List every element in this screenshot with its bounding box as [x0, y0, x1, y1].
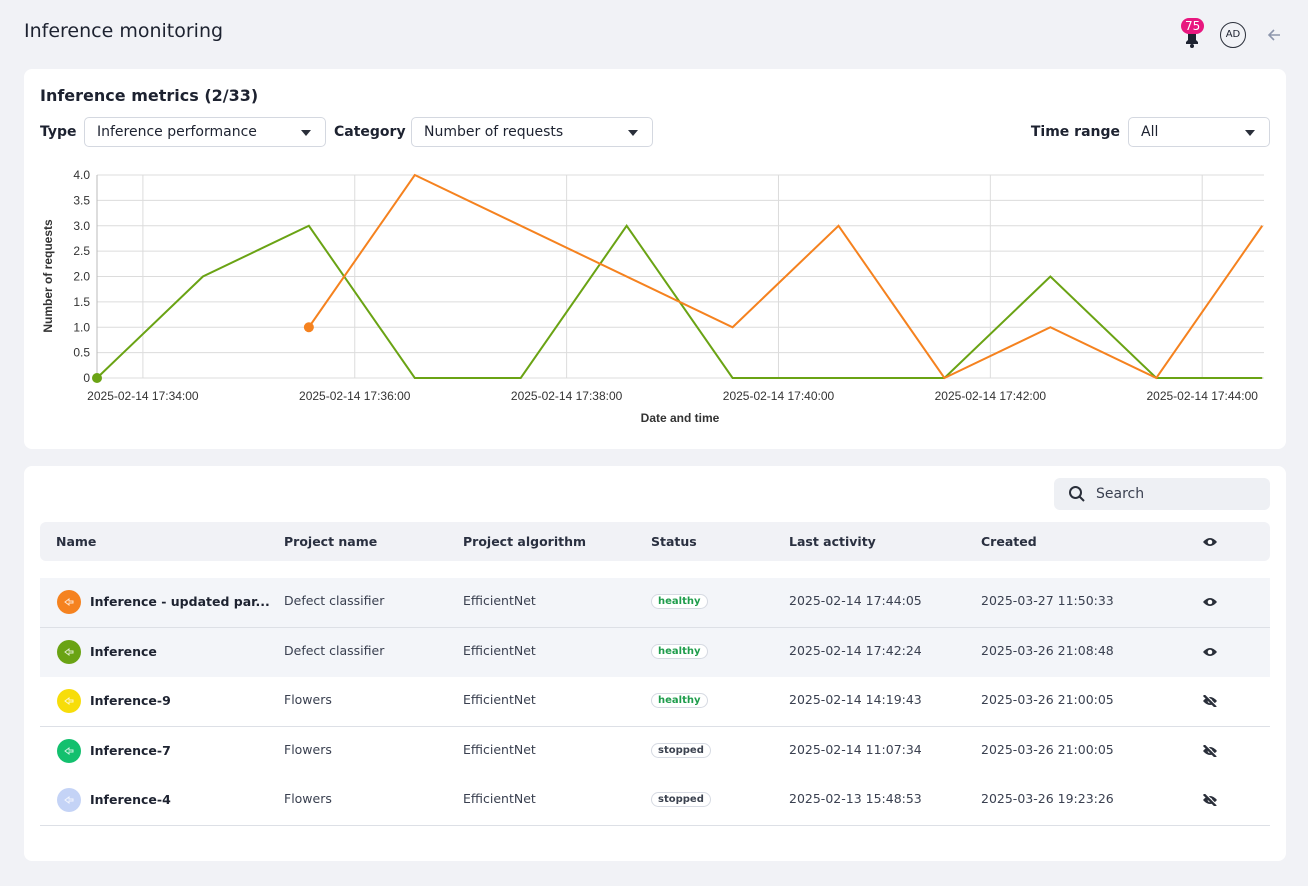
row-last-activity: 2025-02-14 17:42:24 — [789, 642, 922, 658]
line-series — [308, 173, 1264, 380]
y-tick-label: 0 — [83, 371, 90, 385]
x-tick-label: 2025-02-14 17:40:00 — [723, 389, 835, 403]
row-avatar — [57, 639, 81, 664]
y-axis-title: Number of requests — [41, 219, 55, 333]
visibility-toggle[interactable] — [1202, 794, 1218, 807]
column-header[interactable]: Project algorithm — [463, 534, 587, 549]
row-created: 2025-03-27 11:50:33 — [981, 593, 1114, 608]
y-tick-label: 3.0 — [73, 219, 90, 233]
row-project: Defect classifier — [284, 593, 385, 608]
status-pill: healthy — [651, 594, 708, 609]
notification-badge: 75 — [1181, 18, 1205, 34]
row-last-activity: 2025-02-14 17:44:05 — [789, 593, 922, 608]
visibility-toggle[interactable] — [1202, 646, 1218, 658]
category-select[interactable]: Number of requests — [411, 117, 653, 147]
search-box[interactable]: Search — [1054, 478, 1270, 510]
line-marker — [303, 322, 314, 333]
eye-pupil — [1207, 539, 1213, 545]
row-algorithm: EfficientNet — [463, 741, 536, 757]
y-tick-label: 4.0 — [73, 168, 90, 182]
row-avatar — [57, 738, 81, 763]
x-tick-label: 2025-02-14 17:34:00 — [87, 389, 199, 403]
row-project: Flowers — [284, 741, 332, 757]
status-pill: stopped — [651, 792, 711, 808]
visibility-toggle[interactable] — [1202, 695, 1218, 708]
row-project: Flowers — [284, 791, 332, 807]
x-tick-label: 2025-02-14 17:44:00 — [1146, 389, 1258, 403]
search-placeholder: Search — [1096, 486, 1145, 502]
x-axis-title: Date and time — [641, 411, 720, 425]
visibility-header-icon[interactable] — [1202, 536, 1218, 548]
row-name: Inference - updated par... — [90, 594, 270, 609]
row-project: Flowers — [284, 692, 332, 708]
row-name: Inference-9 — [90, 693, 171, 709]
y-tick-label: 1.0 — [73, 320, 90, 334]
y-tick-label: 1.5 — [73, 295, 90, 309]
visibility-toggle[interactable] — [1202, 744, 1218, 757]
column-header[interactable]: Status — [651, 534, 697, 549]
row-created: 2025-03-26 19:23:26 — [981, 791, 1114, 807]
row-algorithm: EfficientNet — [463, 642, 536, 658]
y-tick-label: 3.5 — [73, 193, 90, 207]
eye-strike — [1202, 744, 1218, 757]
avatar-icon — [64, 697, 74, 706]
page-title: Inference monitoring — [24, 20, 224, 42]
row-name: Inference — [90, 643, 157, 659]
search-icon — [1069, 486, 1085, 502]
row-last-activity: 2025-02-14 11:07:34 — [789, 741, 922, 757]
y-tick-label: 2.5 — [73, 244, 90, 258]
row-created: 2025-03-26 21:08:48 — [981, 642, 1114, 658]
eye-strike-gap — [1205, 794, 1218, 806]
status-pill: healthy — [651, 693, 708, 709]
row-avatar — [57, 788, 81, 813]
x-tick-label: 2025-02-14 17:42:00 — [935, 389, 1047, 403]
eye-pupil — [1207, 649, 1213, 654]
line-marker — [92, 373, 102, 383]
row-created: 2025-03-26 21:00:05 — [981, 741, 1114, 757]
table-header — [40, 522, 1270, 561]
filter-label: Time range — [1030, 124, 1120, 140]
column-header[interactable]: Created — [981, 534, 1037, 549]
avatar-icon — [64, 796, 74, 805]
avatar-icon — [64, 647, 74, 656]
status-pill: healthy — [651, 643, 708, 659]
column-header[interactable]: Project name — [284, 534, 378, 549]
metrics-title: Inference metrics (2/33) — [40, 86, 259, 105]
row-last-activity: 2025-02-14 14:19:43 — [789, 692, 922, 708]
row-algorithm: EfficientNet — [463, 692, 536, 708]
eye-strike-gap — [1205, 695, 1218, 707]
column-header[interactable]: Last activity — [789, 534, 876, 549]
y-tick-label: 2.0 — [73, 270, 90, 284]
row-name: Inference-4 — [90, 792, 171, 808]
eye-strike — [1202, 794, 1218, 807]
row-name: Inference-7 — [90, 742, 171, 758]
eye-strike — [1202, 695, 1218, 708]
type-select[interactable]: Inference performance — [84, 117, 326, 147]
row-avatar — [57, 590, 81, 614]
user-avatar[interactable]: AD — [1220, 22, 1246, 48]
filter-label: Category — [334, 124, 406, 140]
x-tick-label: 2025-02-14 17:36:00 — [299, 389, 411, 403]
visibility-toggle[interactable] — [1202, 596, 1218, 608]
back-button[interactable] — [1266, 27, 1282, 43]
row-project: Defect classifier — [284, 642, 385, 658]
y-tick-label: 0.5 — [73, 346, 90, 360]
row-avatar — [57, 689, 81, 714]
eye-pupil — [1207, 599, 1213, 605]
column-header[interactable]: Name — [56, 534, 97, 549]
row-algorithm: EfficientNet — [463, 791, 536, 807]
row-last-activity: 2025-02-13 15:48:53 — [789, 791, 922, 807]
row-algorithm: EfficientNet — [463, 593, 536, 608]
chart: Number of requests Date and time 0 0.5 1.0… — [41, 168, 1264, 425]
eye-strike-gap — [1205, 744, 1218, 757]
status-pill: stopped — [651, 742, 711, 758]
x-tick-label: 2025-02-14 17:38:00 — [511, 389, 623, 403]
avatar-icon — [64, 746, 74, 755]
time-range-select[interactable]: All — [1128, 117, 1270, 147]
avatar-icon — [64, 598, 74, 606]
filter-label: Type — [40, 124, 77, 140]
row-created: 2025-03-26 21:00:05 — [981, 692, 1114, 708]
